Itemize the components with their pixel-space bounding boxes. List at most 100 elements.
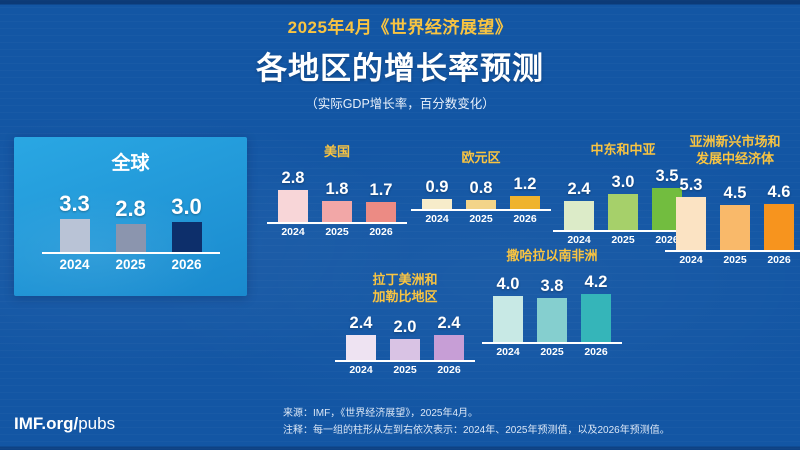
pubs-light: pubs bbox=[78, 414, 116, 433]
bar-column: 3.0 bbox=[164, 194, 210, 252]
year-label: 2024 bbox=[281, 225, 305, 238]
year-label: 2024 bbox=[496, 345, 520, 358]
bar-value-label: 5.3 bbox=[679, 175, 703, 194]
year-label: 2025 bbox=[611, 233, 635, 246]
year-axis: 2024 2025 2026 bbox=[482, 346, 622, 358]
chart-latin-america-caribbean: 拉丁美洲和 加勒比地区 2.4 2.0 2.4 2024 2025 2026 bbox=[330, 272, 480, 376]
region-label: 美国 bbox=[323, 144, 350, 159]
bar-column: 2.8 bbox=[108, 196, 154, 252]
bar-column: 2.0 bbox=[387, 318, 423, 360]
bar-value-label: 2.0 bbox=[393, 317, 417, 336]
bar-value-label: 4.2 bbox=[584, 272, 608, 291]
bar bbox=[676, 196, 706, 250]
bar-column: 3.0 bbox=[605, 173, 641, 230]
bar bbox=[322, 200, 352, 222]
bar-column: 3.8 bbox=[534, 277, 570, 342]
year-label: 2026 bbox=[171, 256, 202, 272]
bar-column: 2.4 bbox=[343, 314, 379, 360]
bar-value-label: 3.0 bbox=[171, 193, 202, 219]
bar-row: 5.3 4.5 4.6 bbox=[665, 176, 800, 252]
year-label: 2025 bbox=[723, 253, 747, 266]
bar-column: 2.4 bbox=[431, 314, 467, 360]
bar bbox=[764, 203, 794, 250]
bar-value-label: 1.2 bbox=[513, 174, 537, 193]
bar bbox=[537, 297, 567, 342]
bar-value-label: 4.6 bbox=[767, 182, 791, 201]
chart-euro-area: 欧元区 0.9 0.8 1.2 2024 2025 2026 bbox=[406, 150, 556, 225]
bar-value-label: 2.8 bbox=[115, 195, 146, 221]
bar-row: 2.4 2.0 2.4 bbox=[335, 314, 475, 362]
bar-value-label: 1.7 bbox=[369, 180, 393, 199]
year-label: 2026 bbox=[437, 363, 461, 376]
bar-column: 1.8 bbox=[319, 180, 355, 222]
bar-row: 0.9 0.8 1.2 bbox=[411, 175, 551, 211]
bar bbox=[720, 204, 750, 250]
chart-middle-east-central-asia: 中东和中亚 2.4 3.0 3.5 2024 2025 2026 bbox=[548, 142, 698, 246]
bar-value-label: 3.0 bbox=[611, 172, 635, 191]
bar-row: 3.3 2.8 3.0 bbox=[41, 191, 220, 254]
bar bbox=[59, 218, 90, 252]
bar-value-label: 0.9 bbox=[425, 177, 449, 196]
bar-column: 4.5 bbox=[717, 184, 753, 250]
chart-global: 全球 3.3 2.8 3.0 2024 2025 2026 bbox=[14, 137, 247, 296]
bar bbox=[390, 338, 420, 360]
bar-value-label: 2.4 bbox=[567, 179, 591, 198]
year-label: 2025 bbox=[469, 212, 493, 225]
region-label: 亚洲新兴市场和 发展中经济体 bbox=[689, 134, 781, 166]
bar bbox=[466, 199, 496, 209]
year-label: 2025 bbox=[393, 363, 417, 376]
bar-value-label: 3.5 bbox=[655, 166, 679, 185]
bar bbox=[278, 189, 308, 222]
bar bbox=[564, 200, 594, 230]
region-label: 撒哈拉以南非洲 bbox=[506, 248, 598, 263]
bar bbox=[510, 195, 540, 209]
bar-value-label: 2.8 bbox=[281, 168, 305, 187]
year-axis: 2024 2025 2026 bbox=[335, 364, 475, 376]
bar bbox=[171, 221, 202, 252]
bar-value-label: 4.0 bbox=[496, 274, 520, 293]
bar-value-label: 4.5 bbox=[723, 183, 747, 202]
year-label: 2026 bbox=[767, 253, 791, 266]
bar-value-label: 3.8 bbox=[540, 276, 564, 295]
region-label: 全球 bbox=[111, 153, 150, 174]
region-label: 中东和中亚 bbox=[590, 142, 656, 157]
bar-value-label: 2.4 bbox=[437, 313, 461, 332]
bar bbox=[608, 193, 638, 230]
bar bbox=[346, 334, 376, 360]
header: 2025年4月《世界经济展望》 各地区的增长率预测 （实际GDP增长率，百分数变… bbox=[0, 13, 800, 112]
report-kicker: 2025年4月《世界经济展望》 bbox=[287, 18, 513, 37]
page-title: 各地区的增长率预测 bbox=[256, 51, 544, 86]
bar-row: 2.8 1.8 1.7 bbox=[267, 169, 407, 224]
year-label: 2024 bbox=[567, 233, 591, 246]
year-axis: 2024 2025 2026 bbox=[42, 257, 220, 272]
year-label: 2024 bbox=[679, 253, 703, 266]
bar-column: 4.2 bbox=[578, 273, 614, 342]
bar-row: 2.4 3.0 3.5 bbox=[553, 167, 693, 232]
bar-column: 0.8 bbox=[463, 179, 499, 209]
bar bbox=[366, 201, 396, 222]
imf-org-bold: IMF.org/ bbox=[14, 414, 79, 433]
bar-value-label: 1.8 bbox=[325, 179, 349, 198]
chart-sub-saharan-africa: 撒哈拉以南非洲 4.0 3.8 4.2 2024 2025 2026 bbox=[474, 248, 630, 358]
bar-value-label: 3.3 bbox=[59, 190, 90, 216]
year-label: 2024 bbox=[59, 256, 90, 272]
year-label: 2026 bbox=[369, 225, 393, 238]
bar-column: 4.0 bbox=[490, 275, 526, 342]
year-label: 2024 bbox=[349, 363, 373, 376]
imf-pubs-wordmark: IMF.org/pubs bbox=[14, 414, 115, 434]
bar bbox=[115, 223, 146, 252]
bar bbox=[581, 293, 611, 342]
year-axis: 2024 2025 2026 bbox=[665, 254, 800, 266]
bar-row: 4.0 3.8 4.2 bbox=[482, 273, 622, 344]
bar-column: 1.2 bbox=[507, 175, 543, 209]
year-label: 2026 bbox=[655, 233, 679, 246]
bar-column: 3.3 bbox=[52, 191, 98, 252]
bar bbox=[422, 198, 452, 209]
bar-column: 2.8 bbox=[275, 169, 311, 222]
source-line: 来源：IMF，《世界经济展望》，2025年4月。 bbox=[283, 408, 479, 419]
note-line: 注释：每一组的柱形从左到右依次表示：2024年、2025年预测值，以及2026年… bbox=[283, 424, 670, 436]
chart-united-states: 美国 2.8 1.8 1.7 2024 2025 2026 bbox=[262, 144, 412, 238]
year-label: 2026 bbox=[584, 345, 608, 358]
bar-column: 2.4 bbox=[561, 180, 597, 230]
region-label: 欧元区 bbox=[461, 150, 501, 165]
